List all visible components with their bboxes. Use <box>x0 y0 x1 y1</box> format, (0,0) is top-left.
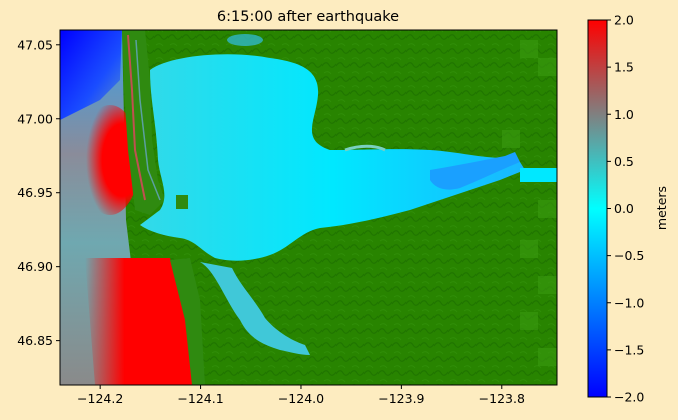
bay-upper-patch <box>227 34 263 46</box>
plot-frame <box>59 29 558 386</box>
colorbar-tick-label: −0.5 <box>614 248 644 263</box>
y-tick-label: 47.05 <box>17 37 53 52</box>
colorbar: 2.0 1.5 1.0 0.5 0.0 −0.5 −1.0 −1.5 −2.0 meters <box>587 13 669 405</box>
bay-southern-lobe <box>200 262 310 355</box>
colorbar-tick-label: 0.5 <box>614 154 634 169</box>
south-spit <box>170 258 205 385</box>
colorbar-tick-label: 2.0 <box>614 13 634 28</box>
colorbar-tick-label: 0.0 <box>614 201 634 216</box>
north-spit <box>122 30 165 215</box>
ocean-red-wave <box>85 258 198 385</box>
colorbar-tick-label: −2.0 <box>614 390 644 405</box>
river-mouth-east <box>520 168 557 182</box>
colorbar-gradient <box>587 19 608 398</box>
colorbar-tick-label: −1.0 <box>614 295 644 310</box>
bay-island <box>176 195 188 209</box>
x-tick-label: −124.1 <box>177 391 223 406</box>
colorbar-tick-label: 1.5 <box>614 60 634 75</box>
colorbar-tick-label: −1.5 <box>614 342 644 357</box>
ocean-red-bulge <box>80 105 140 215</box>
y-tick-label: 46.95 <box>17 185 53 200</box>
colorbar-ticks: 2.0 1.5 1.0 0.5 0.0 −0.5 −1.0 −1.5 −2.0 <box>607 13 644 405</box>
river-channel <box>430 152 520 190</box>
spit-channel <box>127 34 146 201</box>
x-tick-label: −123.9 <box>378 391 424 406</box>
x-tick-label: −124.0 <box>278 391 324 406</box>
ocean-blue-region <box>60 30 122 120</box>
y-tick-label: 46.85 <box>17 333 53 348</box>
x-axis: −124.2 −124.1 −124.0 −123.9 −123.8 <box>77 385 525 406</box>
y-axis: 46.85 46.90 46.95 47.00 47.05 <box>17 37 60 348</box>
spit-channel <box>135 39 161 201</box>
y-tick-label: 46.90 <box>17 259 53 274</box>
coarse-land-cells <box>502 40 557 366</box>
x-tick-label: −124.2 <box>77 391 123 406</box>
heatmap-plot-area <box>60 30 557 385</box>
colorbar-label: meters <box>654 186 669 230</box>
bay-water <box>140 54 525 261</box>
x-tick-label: −123.8 <box>479 391 525 406</box>
bay-tidal-flat <box>344 144 386 152</box>
y-tick-label: 47.00 <box>17 111 53 126</box>
colorbar-tick-label: 1.0 <box>614 107 634 122</box>
chart-title: 6:15:00 after earthquake <box>217 9 399 25</box>
